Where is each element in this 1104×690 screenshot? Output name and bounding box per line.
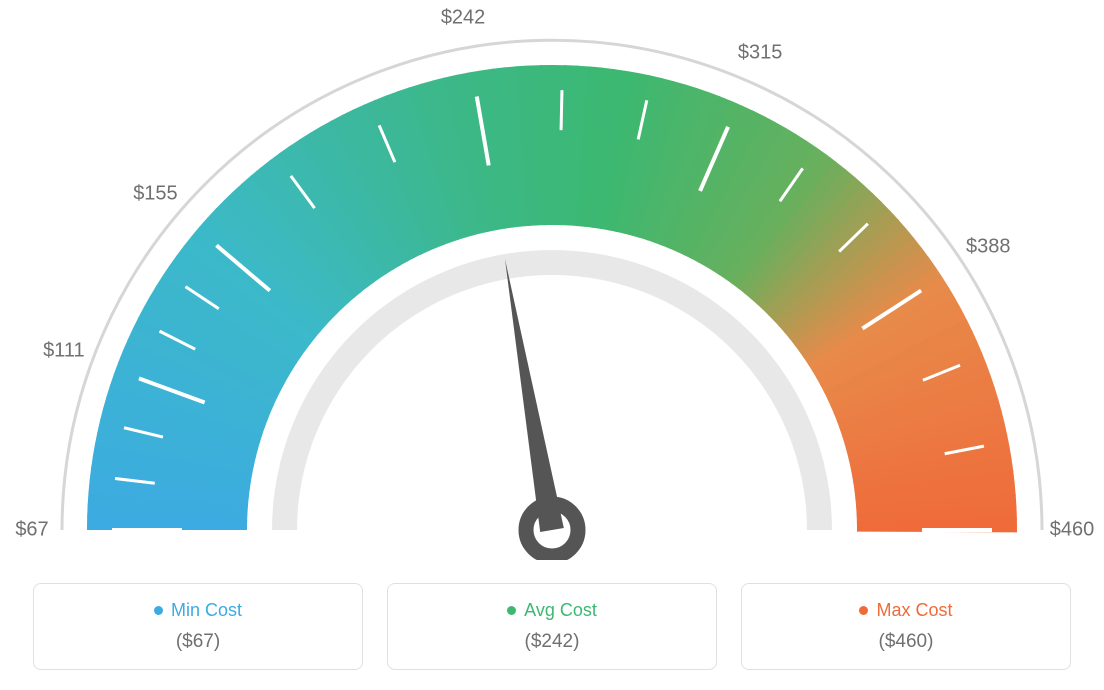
gauge-chart: $67 $111 $155 $242 $315 $388 $460 <box>0 0 1104 560</box>
gauge-tick-label: $155 <box>133 182 178 205</box>
legend-label-min-text: Min Cost <box>171 600 242 621</box>
legend-label-avg-text: Avg Cost <box>524 600 597 621</box>
gauge-tick-label: $460 <box>1050 519 1095 542</box>
gauge-tick-label: $67 <box>15 519 48 542</box>
legend-dot-max <box>859 606 868 615</box>
legend-card-max: Max Cost ($460) <box>741 583 1071 670</box>
gauge-tick-label: $111 <box>43 339 85 362</box>
gauge-tick-label: $315 <box>738 42 783 65</box>
gauge-tick-label: $388 <box>966 235 1011 258</box>
legend-row: Min Cost ($67) Avg Cost ($242) Max Cost … <box>0 583 1104 670</box>
legend-dot-avg <box>507 606 516 615</box>
gauge-svg <box>0 0 1104 560</box>
gauge-tick-label: $242 <box>441 6 486 29</box>
legend-label-avg: Avg Cost <box>507 600 597 621</box>
legend-value-min: ($67) <box>46 631 350 653</box>
legend-value-avg: ($242) <box>400 631 704 653</box>
legend-dot-min <box>154 606 163 615</box>
legend-card-min: Min Cost ($67) <box>33 583 363 670</box>
legend-value-max: ($460) <box>754 631 1058 653</box>
legend-card-avg: Avg Cost ($242) <box>387 583 717 670</box>
legend-label-max-text: Max Cost <box>876 600 952 621</box>
legend-label-min: Min Cost <box>154 600 242 621</box>
legend-label-max: Max Cost <box>859 600 952 621</box>
